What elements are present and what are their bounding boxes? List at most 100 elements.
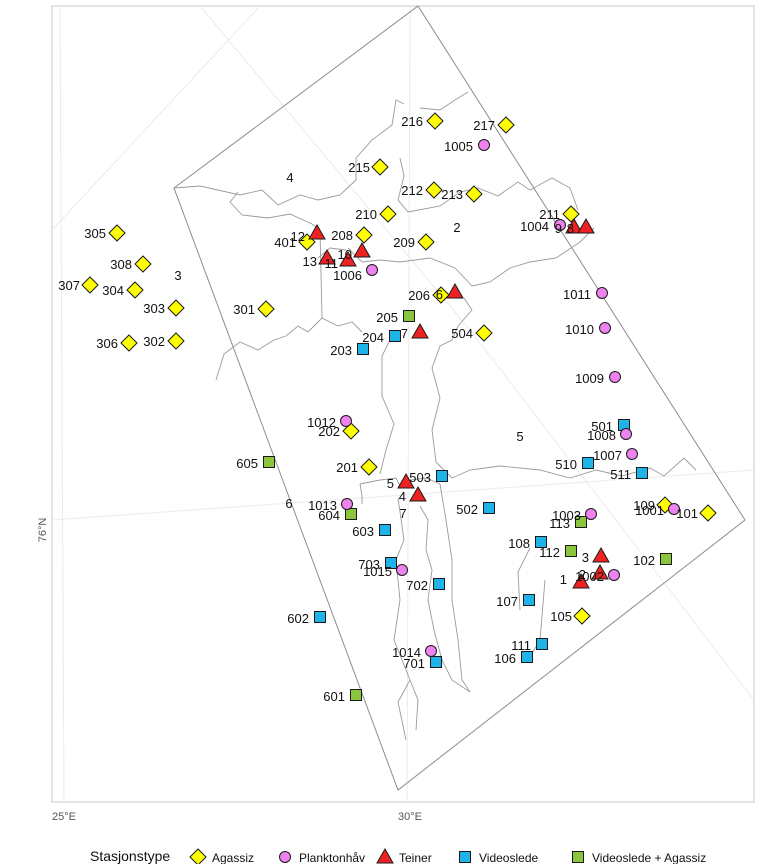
station-marker-301 <box>257 300 275 318</box>
station-label-213: 213 <box>441 187 463 202</box>
legend: Stasjonstype Agassiz Planktonhåv Teiner Vid… <box>90 847 706 864</box>
graticule <box>51 5 755 803</box>
station-marker-217 <box>497 116 515 134</box>
station-marker-210 <box>379 205 397 223</box>
station-label-7: 7 <box>401 326 408 341</box>
station-label-1007: 1007 <box>593 448 622 463</box>
station-label-510: 510 <box>555 457 577 472</box>
station-label-1015: 1015 <box>363 564 392 579</box>
region-label-5: 5 <box>516 429 523 444</box>
station-marker-2 <box>591 563 609 580</box>
station-label-201: 201 <box>336 460 358 475</box>
station-label-1003: 1003 <box>552 508 581 523</box>
station-label-306: 306 <box>96 336 118 351</box>
study-area-outline <box>173 5 746 791</box>
station-marker-7 <box>411 322 429 339</box>
station-marker-202 <box>342 422 360 440</box>
station-label-9: 9 <box>555 221 562 236</box>
station-label-11: 11 <box>325 256 339 271</box>
station-label-1001: 1001 <box>635 503 664 518</box>
station-label-701: 701 <box>403 656 425 671</box>
station-marker-1003 <box>585 508 597 520</box>
station-label-109: 109 <box>633 498 655 513</box>
legend-label-2: Teiner <box>399 851 432 864</box>
station-marker-602 <box>314 611 326 623</box>
station-label-12: 12 <box>291 229 305 244</box>
station-marker-113 <box>575 516 587 528</box>
station-marker-205 <box>403 310 415 322</box>
legend-item-agassiz: Agassiz <box>189 848 254 864</box>
region-label-4: 4 <box>286 170 293 185</box>
station-label-102: 102 <box>633 553 655 568</box>
station-marker-503 <box>436 470 448 482</box>
station-marker-702 <box>433 578 445 590</box>
station-label-210: 210 <box>355 207 377 222</box>
station-label-308: 308 <box>110 257 132 272</box>
station-label-6: 6 <box>436 287 443 302</box>
station-marker-101 <box>699 504 717 522</box>
station-marker-1008 <box>620 428 632 440</box>
station-label-601: 601 <box>323 689 345 704</box>
legend-item-videoslede-agassiz: Videoslede + Agassiz <box>572 851 706 864</box>
station-marker-106 <box>521 651 533 663</box>
station-marker-1005 <box>478 139 490 151</box>
legend-label-1: Planktonhåv <box>299 851 365 864</box>
station-marker-1015 <box>396 564 408 576</box>
station-marker-13 <box>318 248 336 265</box>
station-label-702: 702 <box>406 578 428 593</box>
legend-item-planktonh-v: Planktonhåv <box>279 851 365 864</box>
region-label-2: 2 <box>453 220 460 235</box>
station-label-307: 307 <box>58 278 80 293</box>
station-marker-201 <box>360 458 378 476</box>
station-label-604: 604 <box>318 508 340 523</box>
legend-marker-1 <box>279 851 291 863</box>
station-label-605: 605 <box>236 456 258 471</box>
station-marker-1002 <box>608 569 620 581</box>
station-marker-701 <box>430 656 442 668</box>
station-markers <box>81 112 717 701</box>
station-label-211: 211 <box>539 207 560 222</box>
station-label-603: 603 <box>352 524 374 539</box>
station-marker-216 <box>426 112 444 130</box>
station-marker-5 <box>397 472 415 489</box>
station-marker-203 <box>357 343 369 355</box>
station-marker-209 <box>417 233 435 251</box>
station-label-1012: 1012 <box>307 415 336 430</box>
legend-label-0: Agassiz <box>212 851 254 864</box>
legend-label-4: Videoslede + Agassiz <box>592 851 706 864</box>
legend-marker-3 <box>459 851 471 863</box>
station-marker-111 <box>536 638 548 650</box>
legend-label-3: Videoslede <box>479 851 538 864</box>
station-marker-102 <box>660 553 672 565</box>
station-marker-304 <box>126 281 144 299</box>
station-label-204: 204 <box>362 330 384 345</box>
station-marker-1 <box>572 572 590 589</box>
station-marker-12 <box>308 223 326 240</box>
axis-label-30e: 30°E <box>398 811 422 823</box>
region-label-3: 3 <box>174 268 181 283</box>
station-marker-3 <box>592 546 610 563</box>
station-label-1009: 1009 <box>575 371 604 386</box>
legend-item-teiner: Teiner <box>376 847 432 864</box>
legend-marker-2 <box>376 847 394 864</box>
station-marker-10 <box>353 241 371 258</box>
station-label-1004: 1004 <box>520 219 549 234</box>
station-label-2: 2 <box>579 567 586 582</box>
station-label-502: 502 <box>456 502 478 517</box>
station-marker-510 <box>582 457 594 469</box>
station-label-301: 301 <box>233 302 255 317</box>
station-label-602: 602 <box>287 611 309 626</box>
station-label-101: 101 <box>676 506 698 521</box>
region-labels: 2 3 4 5 6 7 <box>174 170 523 521</box>
station-label-1011: 1011 <box>563 287 591 302</box>
station-label-504: 504 <box>451 326 473 341</box>
axis-label-25e: 25°E <box>52 811 76 823</box>
station-marker-208 <box>355 226 373 244</box>
station-marker-105 <box>573 607 591 625</box>
station-label-8: 8 <box>567 221 574 236</box>
region-label-7: 7 <box>399 506 406 521</box>
station-marker-1004 <box>554 219 566 231</box>
station-label-1010: 1010 <box>565 322 594 337</box>
station-marker-1013 <box>341 498 353 510</box>
